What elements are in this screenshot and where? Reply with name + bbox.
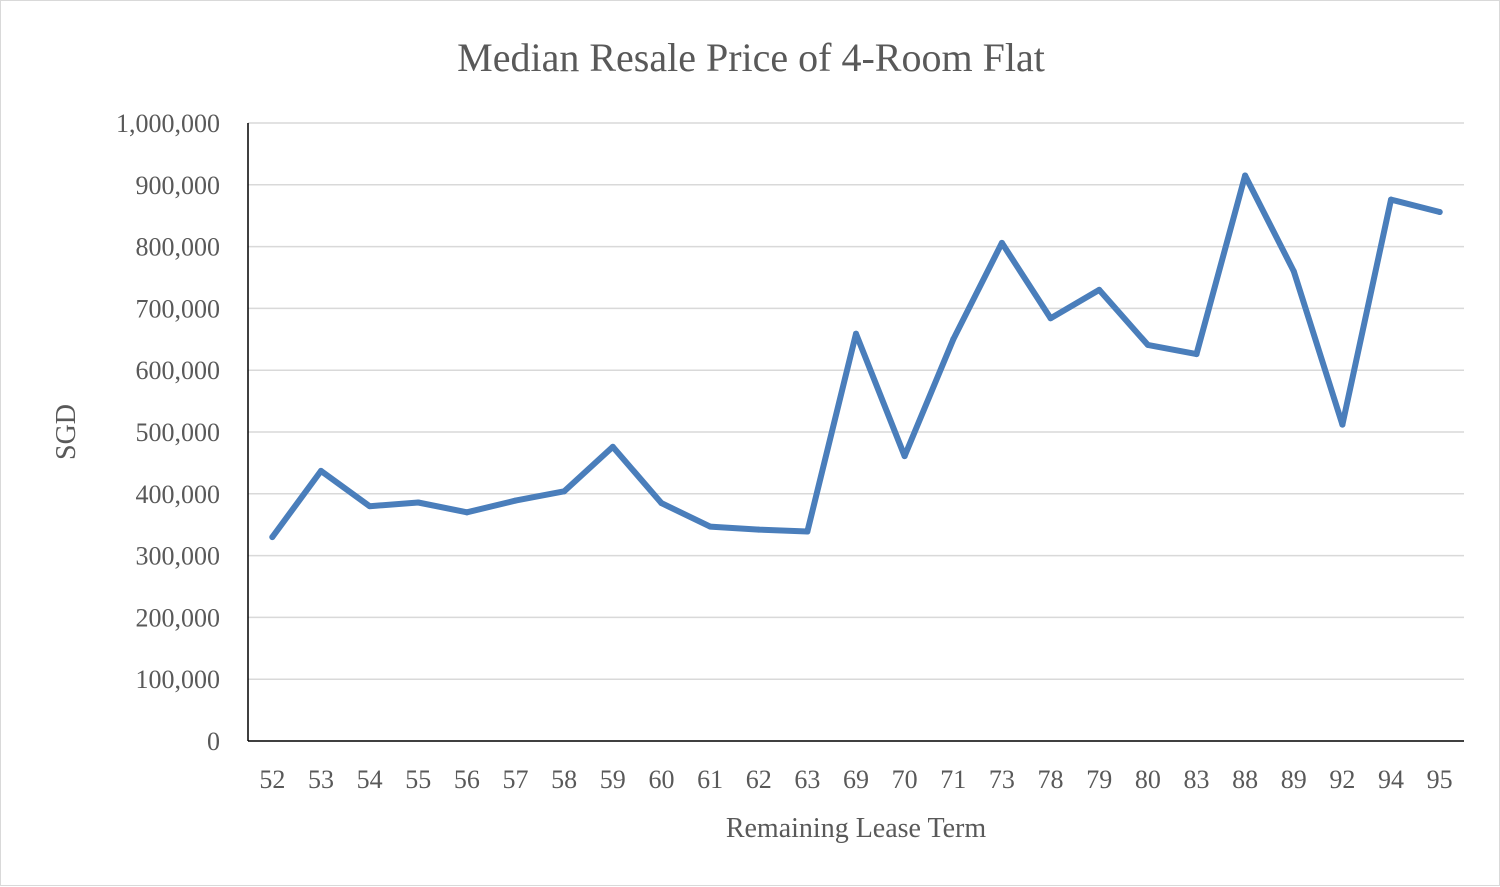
y-tick-label: 800,000 (136, 233, 221, 262)
x-tick-label: 55 (405, 765, 431, 794)
x-axis-title: Remaining Lease Term (726, 813, 987, 844)
x-tick-label: 54 (357, 765, 383, 794)
x-tick-label: 73 (989, 765, 1015, 794)
data-point (366, 503, 373, 510)
y-tick-label: 1,000,000 (116, 109, 220, 138)
y-tick-label: 500,000 (136, 418, 221, 447)
x-tick-label: 95 (1427, 765, 1453, 794)
x-tick-label: 56 (454, 765, 480, 794)
data-point (998, 239, 1005, 246)
x-tick-label: 89 (1281, 765, 1307, 794)
data-point (1242, 172, 1249, 179)
x-tick-label: 52 (259, 765, 285, 794)
data-point (415, 499, 422, 506)
data-point (269, 534, 276, 541)
x-tick-label: 59 (600, 765, 626, 794)
x-tick-label: 60 (648, 765, 674, 794)
x-tick-label: 71 (940, 765, 966, 794)
x-tick-label: 88 (1232, 765, 1258, 794)
y-axis-tick-labels: 0 100,000 200,000 300,000 400,000 500,000 600,… (116, 109, 220, 756)
data-point (755, 526, 762, 533)
data-point (463, 509, 470, 516)
x-tick-label: 63 (794, 765, 820, 794)
y-tick-label: 600,000 (136, 356, 221, 385)
data-point (609, 443, 616, 450)
data-point (512, 497, 519, 504)
data-point (317, 467, 324, 474)
y-tick-label: 300,000 (136, 542, 221, 571)
y-tick-label: 400,000 (136, 480, 221, 509)
x-tick-label: 92 (1329, 765, 1355, 794)
x-tick-label: 79 (1086, 765, 1112, 794)
x-tick-label: 78 (1038, 765, 1064, 794)
data-point (1290, 268, 1297, 275)
data-point (853, 330, 859, 337)
data-point (1144, 341, 1151, 348)
y-tick-label: 200,000 (136, 603, 221, 632)
data-point (1047, 315, 1054, 322)
x-tick-label: 94 (1378, 765, 1404, 794)
y-tick-label: 100,000 (136, 665, 221, 694)
x-tick-label: 58 (551, 765, 577, 794)
x-tick-label: 53 (308, 765, 334, 794)
data-point (804, 528, 811, 535)
data-point (561, 488, 568, 495)
data-point (1388, 196, 1395, 203)
data-point (707, 523, 714, 530)
x-tick-label: 57 (503, 765, 529, 794)
gridlines (248, 122, 1464, 680)
data-point (1339, 421, 1346, 428)
y-axis-title: SGD (51, 404, 82, 460)
series-layer (269, 172, 1443, 541)
data-point (1096, 286, 1103, 293)
x-tick-label: 83 (1183, 765, 1209, 794)
y-tick-label: 700,000 (136, 294, 221, 323)
y-tick-label: 900,000 (136, 171, 221, 200)
series-line-0 (269, 172, 1443, 541)
x-tick-label: 80 (1135, 765, 1161, 794)
data-point (1193, 351, 1200, 358)
data-point (950, 336, 957, 343)
x-tick-label: 70 (892, 765, 918, 794)
data-point (1436, 208, 1443, 215)
x-tick-label: 62 (746, 765, 772, 794)
data-point (658, 500, 665, 507)
y-tick-label: 0 (207, 727, 220, 756)
x-tick-label: 61 (697, 765, 723, 794)
chart-title: Median Resale Price of 4-Room Flat (457, 35, 1045, 80)
data-point (901, 453, 908, 460)
x-tick-label: 69 (843, 765, 869, 794)
x-axis-tick-labels: 52 53 54 55 56 57 58 59 60 61 62 63 69 70 71 73 78 79 80 83… (259, 765, 1452, 794)
